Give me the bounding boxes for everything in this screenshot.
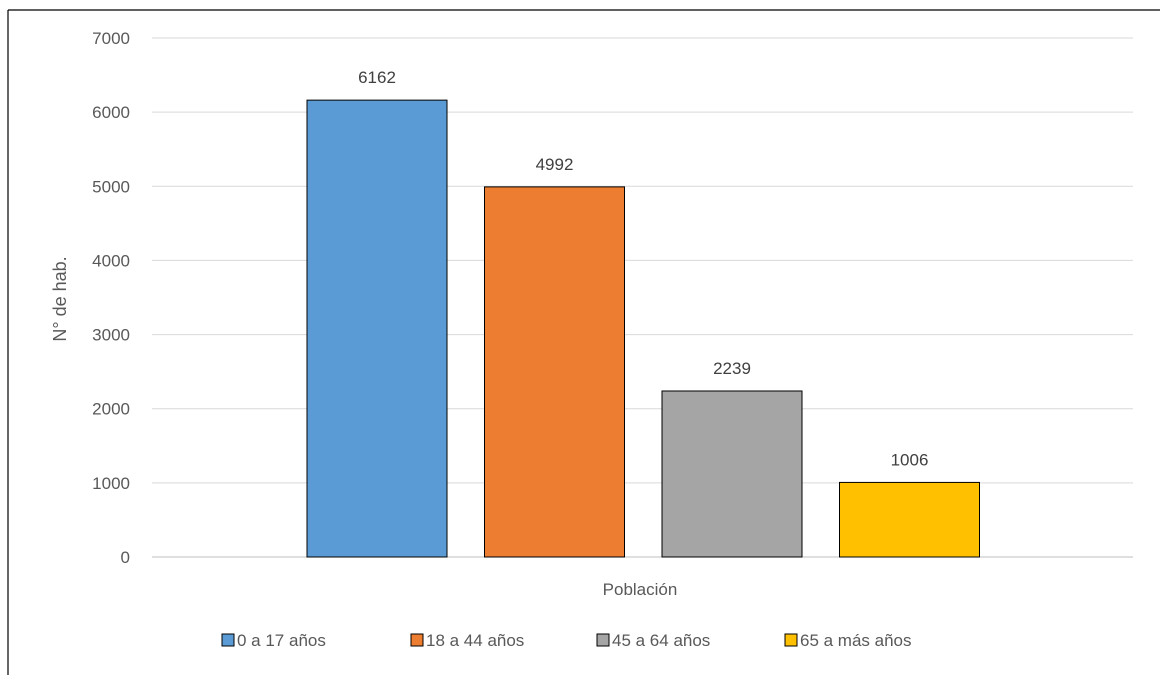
y-tick-label: 2000 [92, 400, 130, 419]
y-tick-label: 4000 [92, 251, 130, 270]
bar [306, 99, 448, 558]
legend-swatch [596, 633, 610, 647]
legend-label: 45 a 64 años [612, 631, 710, 650]
legend-swatch [784, 633, 798, 647]
legend-swatch [410, 633, 424, 647]
y-tick-label: 5000 [92, 177, 130, 196]
y-tick-label: 6000 [92, 103, 130, 122]
x-axis-label: Población [603, 580, 678, 599]
legend-swatch [221, 633, 235, 647]
legend-label: 18 a 44 años [426, 631, 524, 650]
legend-label: 65 a más años [800, 631, 912, 650]
y-axis-label: N° de hab. [50, 256, 70, 341]
legend: 0 a 17 años 18 a 44 años 45 a 64 años 65 a … [221, 631, 912, 650]
gridlines [152, 37, 1133, 558]
bar [661, 390, 803, 558]
data-label: 6162 [358, 68, 396, 87]
data-label: 1006 [891, 450, 929, 469]
y-tick-label: 7000 [92, 29, 130, 48]
y-tick-labels: 0 1000 2000 3000 4000 5000 6000 7000 [92, 29, 130, 567]
bar [839, 481, 980, 558]
legend-label: 0 a 17 años [237, 631, 326, 650]
bar [484, 186, 625, 558]
bars [306, 99, 980, 558]
data-label: 4992 [536, 155, 574, 174]
data-labels: 6162 4992 2239 1006 [358, 68, 928, 469]
data-label: 2239 [713, 359, 751, 378]
y-tick-label: 3000 [92, 326, 130, 345]
y-tick-label: 1000 [92, 474, 130, 493]
y-tick-label: 0 [121, 548, 130, 567]
